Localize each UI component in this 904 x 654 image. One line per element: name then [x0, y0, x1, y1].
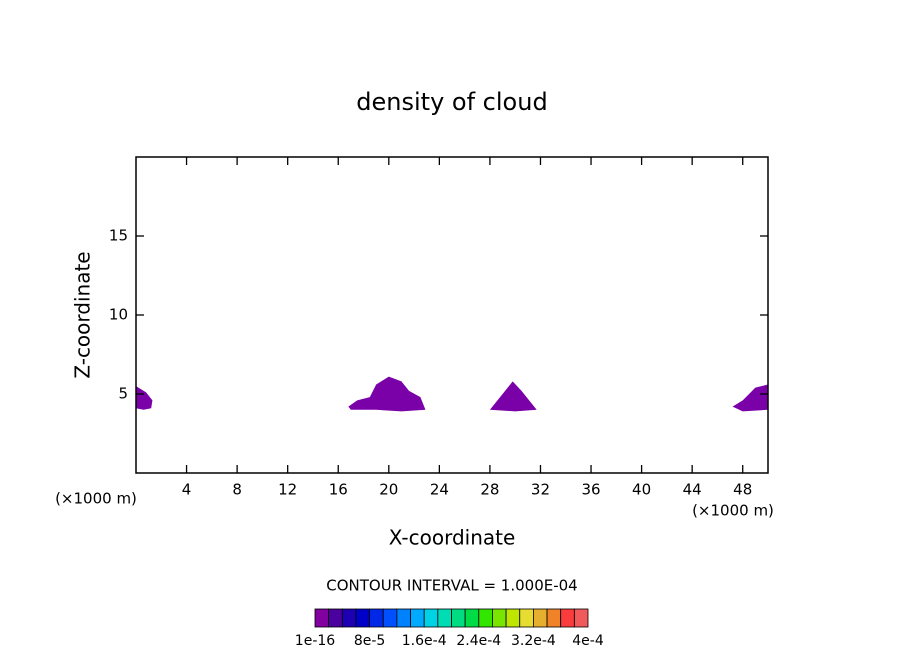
cloud-region [732, 384, 768, 412]
colorbar-swatch [505, 608, 521, 628]
colorbar-swatch [533, 608, 548, 628]
cloud-region [348, 376, 426, 412]
cloud-regions [136, 376, 768, 412]
colorbar-label: 8e-5 [354, 633, 385, 649]
x-tick-label: 16 [329, 481, 348, 499]
colorbar-swatch [410, 608, 425, 628]
colorbar-swatch [560, 608, 575, 628]
colorbar-swatch [464, 608, 480, 628]
y-tick-label: 15 [109, 227, 128, 245]
y-unit: (×1000 m) [55, 490, 137, 508]
cloud-region [136, 386, 153, 410]
colorbar-swatch [546, 608, 562, 628]
colorbar-label: 1e-16 [295, 633, 335, 649]
x-tick-label: 4 [182, 481, 192, 499]
x-tick-label: 36 [581, 481, 600, 499]
colorbar-label: 3.2e-4 [511, 633, 556, 649]
colorbar-label: 1.6e-4 [402, 633, 447, 649]
colorbar-swatch [369, 608, 384, 628]
colorbar-swatch [328, 608, 343, 628]
colorbar-swatch [341, 608, 357, 628]
colorbar-swatch [314, 608, 330, 628]
chart-title: density of cloud [356, 88, 547, 116]
x-unit: (×1000 m) [692, 502, 774, 520]
x-tick-label: 40 [632, 481, 651, 499]
x-tick-label: 44 [683, 481, 702, 499]
colorbar-swatch [437, 608, 452, 628]
y-tick-label: 10 [109, 306, 128, 324]
colorbar-swatch [396, 608, 411, 628]
colorbar-swatch [478, 608, 493, 628]
colorbar-label: 4e-4 [572, 633, 604, 649]
x-tick-label: 24 [430, 481, 449, 499]
x-tick-label: 32 [531, 481, 550, 499]
x-tick-label: 20 [379, 481, 398, 499]
cloud-region [489, 381, 537, 412]
colorbar-label: 2.4e-4 [456, 633, 501, 649]
x-tick-label: 28 [480, 481, 499, 499]
x-tick-label: 48 [733, 481, 752, 499]
colorbar-swatch [423, 608, 439, 628]
x-tick-label: 12 [278, 481, 297, 499]
colorbar-swatch [519, 608, 534, 628]
colorbar-swatch [382, 608, 398, 628]
colorbar-swatch [573, 608, 589, 628]
plot-frame [135, 156, 769, 474]
colorbar-swatch [492, 608, 507, 628]
colorbar-swatch [355, 608, 371, 628]
y-axis-label: Z-coordinate [71, 251, 95, 378]
y-tick-label: 5 [118, 385, 128, 403]
contour-interval: CONTOUR INTERVAL = 1.000E-04 [326, 577, 577, 595]
x-tick-label: 8 [232, 481, 242, 499]
colorbar-swatch [451, 608, 466, 628]
x-axis-label: X-coordinate [389, 526, 516, 550]
